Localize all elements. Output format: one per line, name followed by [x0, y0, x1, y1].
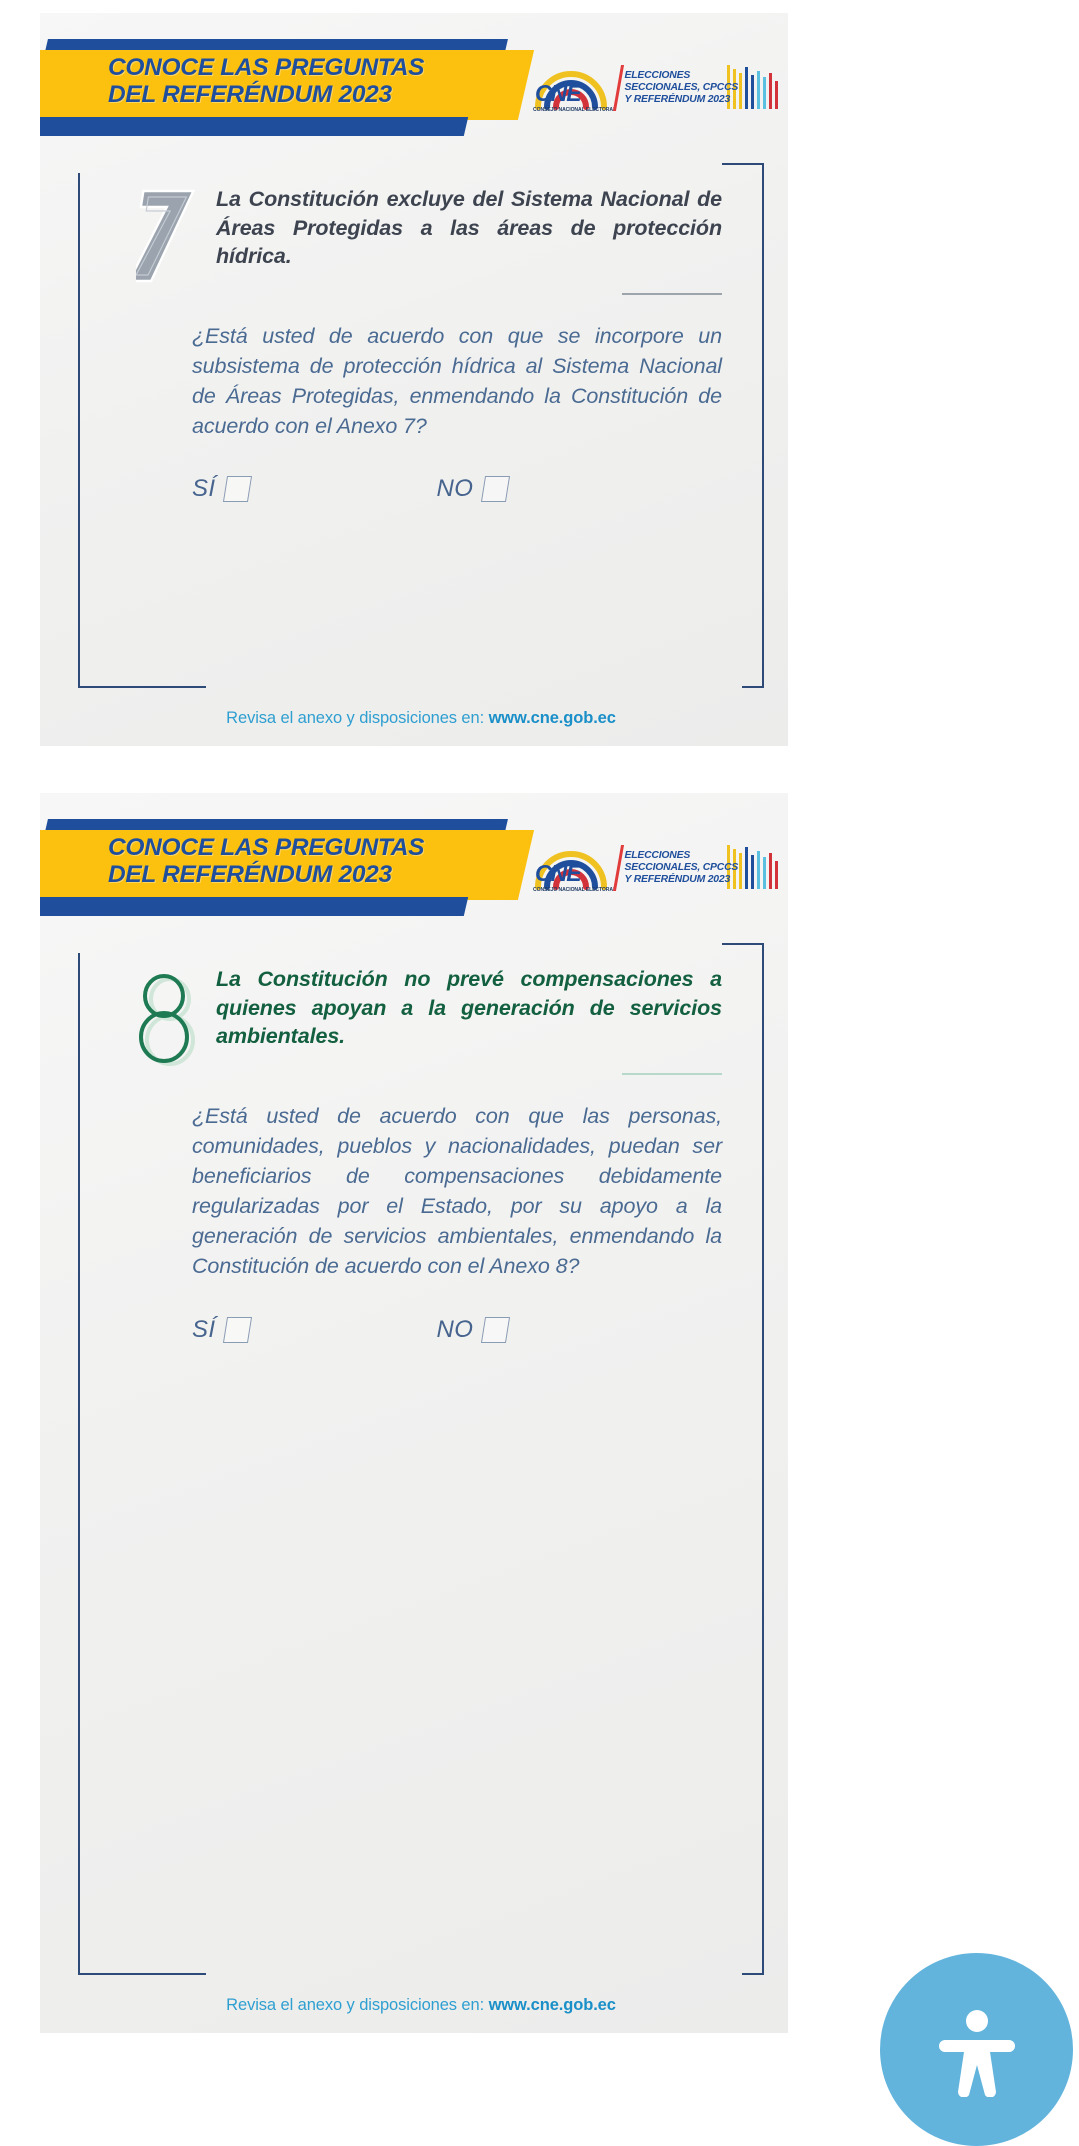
campaign-divider-rule — [612, 65, 624, 111]
campaign-title: ELECCIONES SECCIONALES, CPCCS Y REFERÉND… — [624, 69, 739, 106]
statement-row: La Constitución no prevé compensaciones … — [136, 965, 722, 1067]
vote-option-yes[interactable]: SÍ — [192, 475, 253, 503]
frame-top-right-rule — [722, 943, 764, 945]
frame-left-rule — [78, 953, 80, 1975]
cne-brand-lockup: CNE CONSEJO NACIONAL ELECTORAL ELECCIONE… — [532, 837, 778, 893]
card-banner: CONOCE LAS PREGUNTAS DEL REFERÉNDUM 2023… — [40, 13, 788, 145]
vote-yes-label: SÍ — [192, 475, 216, 503]
frame-right-rule — [762, 163, 764, 688]
frame-left-rule — [78, 173, 80, 688]
campaign-flag-graphic — [727, 845, 778, 889]
page-root: CONOCE LAS PREGUNTAS DEL REFERÉNDUM 2023… — [40, 13, 1073, 2146]
frame-bottom-left-rule — [78, 1973, 206, 1975]
cne-wordmark: CNE — [535, 80, 582, 106]
banner-title: CONOCE LAS PREGUNTAS DEL REFERÉNDUM 2023 — [108, 54, 425, 109]
campaign-lockup: ELECCIONES SECCIONALES, CPCCS Y REFERÉND… — [612, 843, 778, 893]
card-footer: Revisa el anexo y disposiciones en: www.… — [78, 709, 764, 728]
vote-yes-checkbox[interactable] — [223, 1316, 253, 1343]
question-text: ¿Está usted de acuerdo con que las perso… — [192, 1104, 722, 1279]
card-content: La Constitución no prevé compensaciones … — [136, 965, 722, 1344]
cne-logo: CNE CONSEJO NACIONAL ELECTORAL — [532, 57, 616, 113]
frame-bottom-left-rule — [78, 686, 206, 688]
accessibility-person-icon — [939, 2010, 1015, 2097]
footer-note: Revisa el anexo y disposiciones en: www.… — [226, 709, 616, 728]
accessibility-fab-button[interactable] — [880, 1953, 1073, 2146]
vote-no-checkbox[interactable] — [481, 476, 511, 503]
vote-option-no[interactable]: NO — [436, 1315, 511, 1344]
card-content: La Constitución excluye del Sistema Naci… — [136, 185, 722, 503]
question-card-8: CONOCE LAS PREGUNTAS DEL REFERÉNDUM 2023… — [40, 793, 788, 2033]
banner-stripe-bottom — [40, 117, 469, 136]
cne-logo: CNE CONSEJO NACIONAL ELECTORAL — [532, 837, 616, 893]
question-card-7: CONOCE LAS PREGUNTAS DEL REFERÉNDUM 2023… — [40, 13, 788, 746]
vote-no-checkbox[interactable] — [481, 1316, 511, 1343]
frame-bottom-right-rule — [742, 1973, 764, 1975]
statement-text: La Constitución no prevé compensaciones … — [216, 967, 722, 1049]
vote-option-yes[interactable]: SÍ — [192, 1315, 253, 1344]
banner-stripe-bottom — [40, 897, 469, 916]
vote-yes-label: SÍ — [192, 1315, 216, 1343]
frame-right-rule — [762, 943, 764, 1975]
vote-no-label: NO — [436, 475, 474, 503]
campaign-divider-rule — [612, 845, 624, 891]
cne-subtitle: CONSEJO NACIONAL ELECTORAL — [533, 887, 616, 893]
footer-url[interactable]: www.cne.gob.ec — [488, 709, 616, 727]
cne-brand-lockup: CNE CONSEJO NACIONAL ELECTORAL ELECCIONE… — [532, 57, 778, 113]
frame-top-right-rule — [722, 163, 764, 165]
footer-prefix: Revisa el anexo y disposiciones en: — [226, 1996, 489, 2014]
content-frame: La Constitución excluye del Sistema Naci… — [78, 163, 764, 716]
campaign-lockup: ELECCIONES SECCIONALES, CPCCS Y REFERÉND… — [612, 63, 778, 113]
question-number-8-glyph — [136, 967, 202, 1067]
banner-title: CONOCE LAS PREGUNTAS DEL REFERÉNDUM 2023 — [108, 834, 425, 889]
vote-options-row: SÍ NO — [136, 475, 722, 503]
cne-wordmark: CNE — [535, 860, 582, 886]
campaign-flag-graphic — [727, 65, 778, 109]
vote-no-label: NO — [436, 1315, 474, 1343]
vote-option-no[interactable]: NO — [436, 475, 511, 503]
cne-subtitle: CONSEJO NACIONAL ELECTORAL — [533, 107, 616, 113]
footer-url[interactable]: www.cne.gob.ec — [488, 1996, 616, 2014]
footer-prefix: Revisa el anexo y disposiciones en: — [226, 709, 489, 727]
statement-divider — [622, 1073, 722, 1075]
question-number-7-glyph — [136, 187, 202, 287]
campaign-title: ELECCIONES SECCIONALES, CPCCS Y REFERÉND… — [624, 849, 739, 886]
card-banner: CONOCE LAS PREGUNTAS DEL REFERÉNDUM 2023… — [40, 793, 788, 925]
vote-yes-checkbox[interactable] — [223, 476, 253, 503]
question-text: ¿Está usted de acuerdo con que se incorp… — [192, 324, 722, 439]
frame-bottom-right-rule — [742, 686, 764, 688]
statement-text: La Constitución excluye del Sistema Naci… — [216, 187, 722, 269]
statement-divider — [622, 293, 722, 295]
vote-options-row: SÍ NO — [136, 1316, 722, 1344]
footer-note: Revisa el anexo y disposiciones en: www.… — [226, 1996, 616, 2015]
content-frame: La Constitución no prevé compensaciones … — [78, 943, 764, 2003]
card-footer: Revisa el anexo y disposiciones en: www.… — [78, 1996, 764, 2015]
statement-row: La Constitución excluye del Sistema Naci… — [136, 185, 722, 287]
